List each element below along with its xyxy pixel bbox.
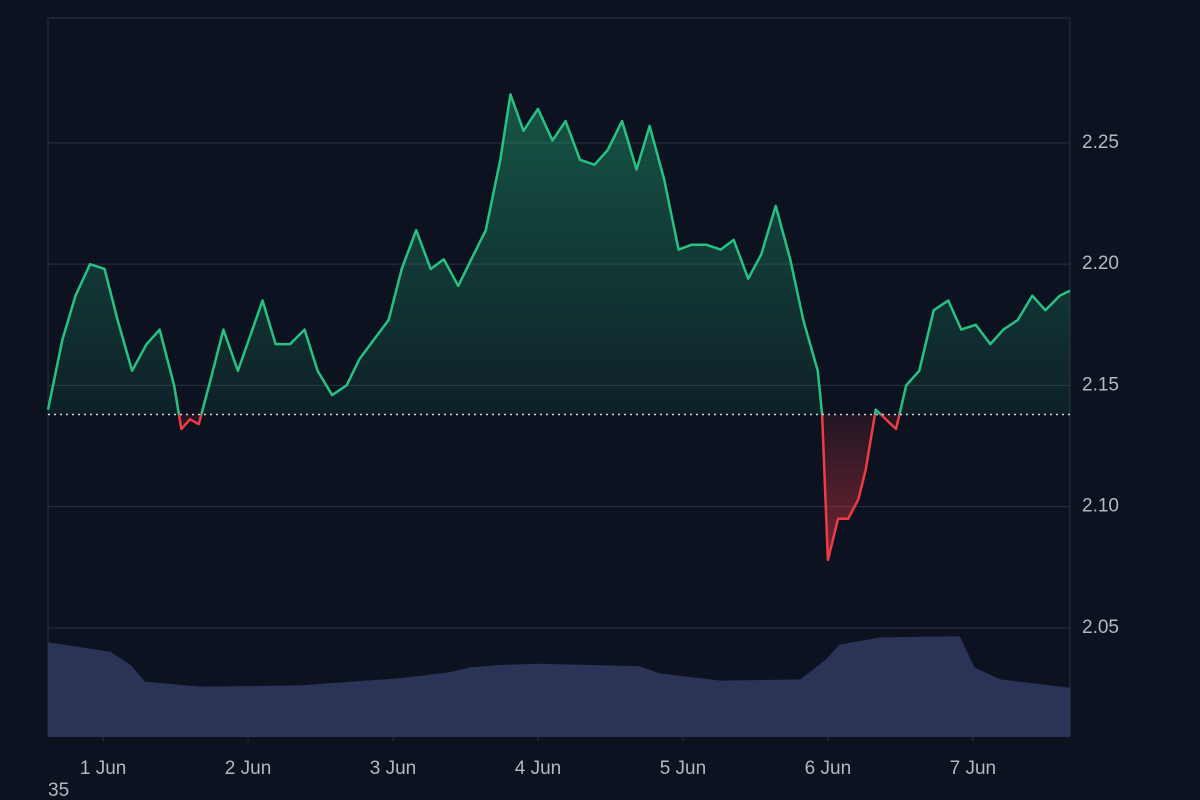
x-tick-label: 5 Jun (660, 758, 706, 779)
baseline-area (48, 94, 1070, 560)
x-tick-label: 1 Jun (80, 758, 126, 779)
y-tick-label: 2.15 (1082, 374, 1119, 395)
x-tick-label: 4 Jun (515, 758, 561, 779)
x-tick-label: 7 Jun (950, 758, 996, 779)
y-tick-label: 2.25 (1082, 132, 1119, 153)
y-tick-label: 2.10 (1082, 496, 1119, 517)
x-tick-label: 2 Jun (225, 758, 271, 779)
y-tick-label: 2.20 (1082, 253, 1119, 274)
x-tick-label: 3 Jun (370, 758, 416, 779)
annotation: 35 (48, 780, 69, 800)
volume-area (48, 636, 1070, 737)
price-line (46, 93, 1071, 562)
y-tick-label: 2.05 (1082, 617, 1119, 638)
x-tick-label: 6 Jun (805, 758, 851, 779)
